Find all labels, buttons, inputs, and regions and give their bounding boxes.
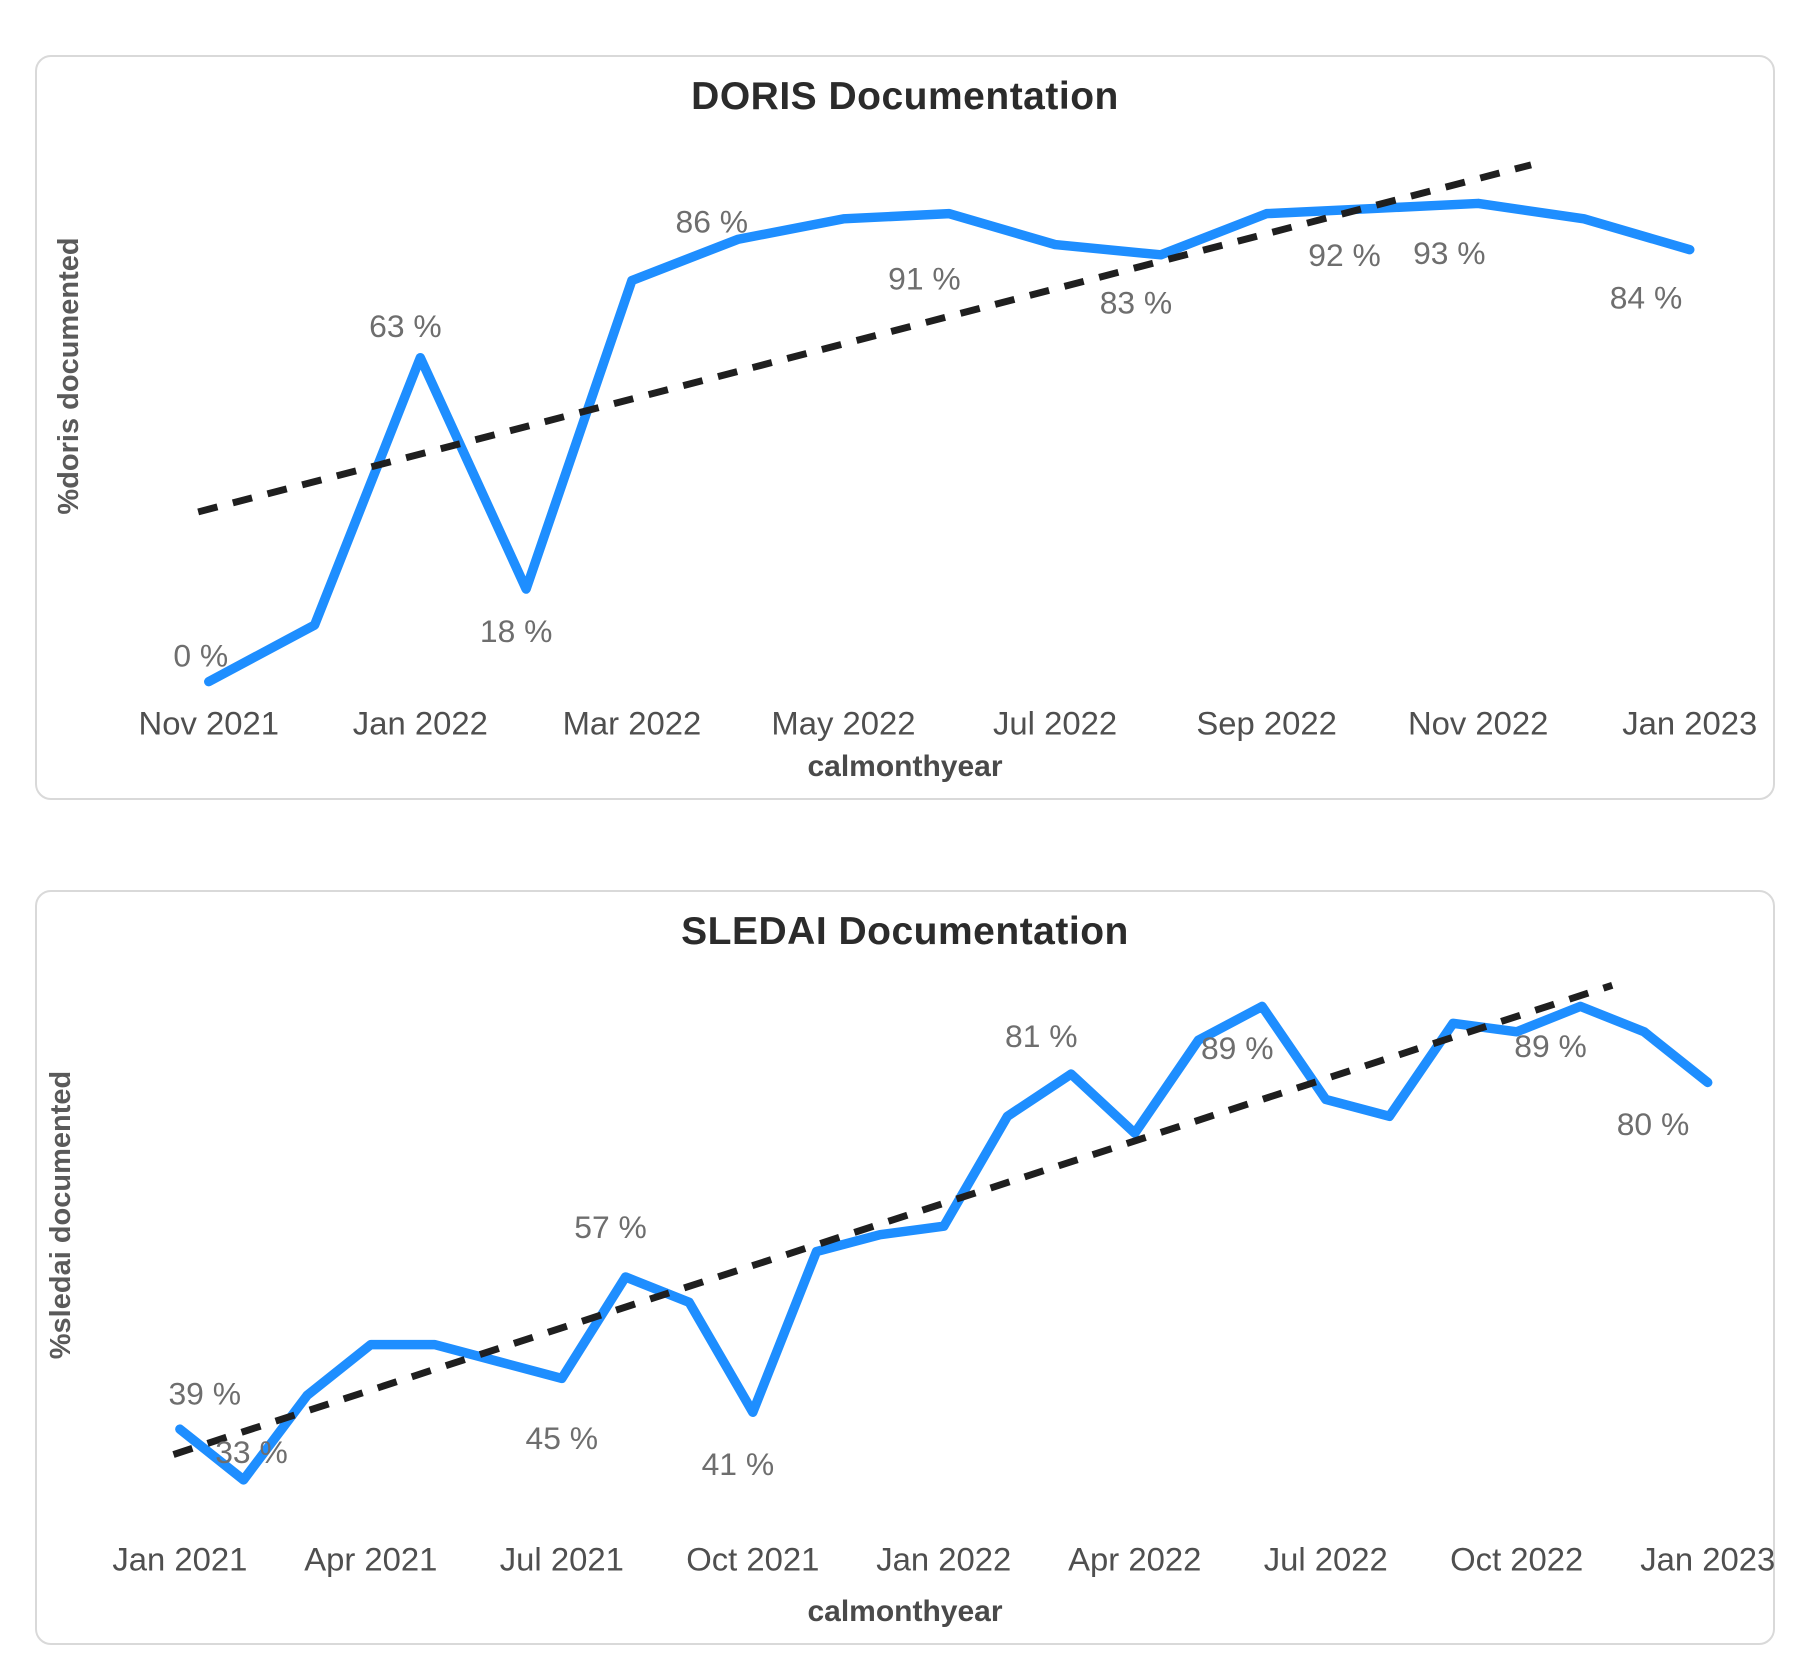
x-tick-label: Nov 2021 xyxy=(139,704,279,741)
x-tick-label: Jan 2022 xyxy=(876,1540,1011,1577)
data-label: 92 % xyxy=(1308,237,1381,273)
data-label: 0 % xyxy=(173,638,228,674)
x-tick-label: Jan 2023 xyxy=(1622,704,1757,741)
data-label: 93 % xyxy=(1413,235,1486,271)
data-label: 41 % xyxy=(702,1446,775,1482)
x-axis-title: calmonthyear xyxy=(807,1595,1003,1628)
trend-line xyxy=(172,981,1614,1458)
data-label: 89 % xyxy=(1514,1028,1587,1064)
x-tick-label: Sep 2022 xyxy=(1196,704,1337,741)
data-label: 45 % xyxy=(526,1420,599,1456)
x-tick-label: Apr 2022 xyxy=(1068,1540,1201,1577)
x-tick-label: Nov 2022 xyxy=(1408,704,1548,741)
trend-line xyxy=(197,161,1532,516)
x-tick-label: Jul 2021 xyxy=(500,1540,624,1577)
data-label: 91 % xyxy=(888,260,961,296)
x-tick-label: Apr 2021 xyxy=(304,1540,437,1577)
x-tick-label: Jul 2022 xyxy=(1264,1540,1388,1577)
data-label: 89 % xyxy=(1201,1030,1274,1066)
sledai-line-plot[interactable]: 39 % 33 % 45 % 57 % 41 % 81 % 89 % 89 % 80 % Jan … xyxy=(37,892,1775,1643)
data-label: 80 % xyxy=(1617,1106,1690,1142)
doris-chart-card[interactable]: DORIS Documentation %doris documented 0 … xyxy=(35,55,1775,800)
data-label: 83 % xyxy=(1100,285,1173,321)
sledai-chart-card[interactable]: SLEDAI Documentation %sledai documented … xyxy=(35,890,1775,1645)
x-tick-label: May 2022 xyxy=(771,704,915,741)
series-line xyxy=(204,198,1695,687)
data-label: 57 % xyxy=(574,1209,647,1245)
x-tick-label: Oct 2021 xyxy=(686,1540,819,1577)
x-tick-label: Jan 2023 xyxy=(1640,1540,1775,1577)
data-label: 86 % xyxy=(676,203,749,239)
chart-title: DORIS Documentation xyxy=(691,75,1119,118)
x-tick-label: Jan 2022 xyxy=(353,704,488,741)
chart-title: SLEDAI Documentation xyxy=(681,910,1129,953)
data-label: 33 % xyxy=(215,1434,288,1470)
data-label: 18 % xyxy=(480,613,553,649)
data-label: 63 % xyxy=(369,308,442,344)
x-tick-label: Mar 2022 xyxy=(563,704,702,741)
data-label: 84 % xyxy=(1610,279,1683,315)
x-tick-label: Jul 2022 xyxy=(993,704,1117,741)
doris-line-plot[interactable]: 0 % 63 % 18 % 86 % 91 % 83 % 92 % 93 % 84 % Nov 2… xyxy=(37,57,1773,798)
x-tick-label: Jan 2021 xyxy=(112,1540,247,1577)
data-label: 81 % xyxy=(1005,1018,1078,1054)
x-axis-title: calmonthyear xyxy=(807,750,1003,783)
data-label: 39 % xyxy=(168,1375,241,1411)
series-line xyxy=(175,1001,1713,1485)
x-tick-label: Oct 2022 xyxy=(1450,1540,1583,1577)
